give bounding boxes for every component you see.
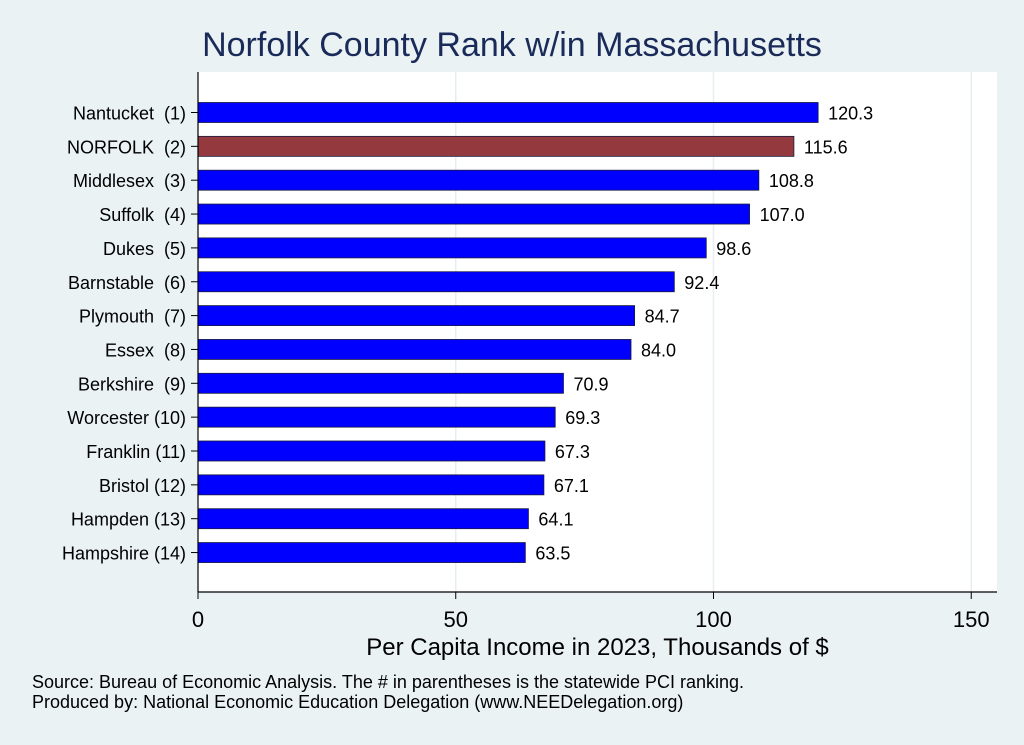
bar-value-label: 70.9 [573, 374, 608, 394]
category-label: Plymouth (7) [79, 307, 186, 327]
x-axis-title: Per Capita Income in 2023, Thousands of … [366, 634, 829, 661]
bar [197, 102, 819, 123]
bar [197, 135, 795, 157]
bar [197, 305, 636, 327]
bar-value-label: 64.1 [538, 510, 573, 530]
source-note: Source: Bureau of Economic Analysis. The… [32, 672, 745, 692]
bar [197, 440, 546, 462]
bar [197, 406, 556, 428]
category-label: Worcester (10) [67, 408, 186, 428]
bar-value-label: 115.6 [804, 137, 848, 157]
plot-area [198, 72, 997, 592]
bar [197, 542, 526, 563]
bar-value-label: 92.4 [684, 273, 719, 293]
x-tick-label: 150 [953, 607, 990, 632]
producer-note: Produced by: National Economic Education… [32, 692, 684, 712]
category-label: NORFOLK (2) [67, 137, 186, 157]
x-tick-label: 50 [443, 607, 467, 632]
bar-value-label: 84.0 [641, 340, 676, 360]
axes: 0 50 100 150 Nantucket (1) NORFOLK (2) Middles… [62, 72, 997, 632]
category-label: Berkshire (9) [78, 374, 186, 394]
bar-value-label: 120.3 [828, 104, 873, 124]
bar-value-label: 107.0 [760, 205, 805, 225]
x-tick-label: 100 [695, 607, 732, 632]
bars: 120.3 115.6 108.8 107.0 98.6 92.484.7 84.0 70.9… [197, 102, 873, 564]
bar-value-label: 84.7 [645, 307, 680, 327]
category-label: Hampshire (14) [62, 544, 186, 564]
bar [197, 339, 632, 360]
bar-value-label: 63.5 [535, 544, 570, 564]
category-label: Dukes (5) [103, 239, 186, 259]
category-label: Essex (8) [105, 340, 186, 360]
grid-lines [454, 72, 972, 592]
bar [197, 271, 675, 293]
bar-value-label: 69.3 [565, 408, 600, 428]
chart-title: Norfolk County Rank w/in Massachusetts [202, 26, 822, 64]
bar [197, 237, 707, 259]
x-tick-label: 0 [192, 607, 204, 632]
bar [197, 508, 529, 530]
category-label: Nantucket (1) [73, 104, 186, 124]
category-label: Franklin (11) [86, 442, 186, 462]
bar-value-label: 67.3 [555, 442, 590, 462]
bar-value-label: 67.1 [554, 476, 589, 496]
category-label: Middlesex (3) [73, 171, 186, 191]
bar [197, 372, 564, 394]
bar [197, 474, 545, 496]
bar-value-label: 98.6 [716, 239, 751, 259]
bar-value-label: 108.8 [769, 171, 814, 191]
category-label: Hampden (13) [71, 510, 186, 530]
bar [197, 203, 750, 225]
category-label: Bristol (12) [99, 476, 186, 496]
bar [197, 169, 760, 191]
category-label: Barnstable (6) [68, 273, 186, 293]
category-label: Suffolk (4) [99, 205, 186, 225]
